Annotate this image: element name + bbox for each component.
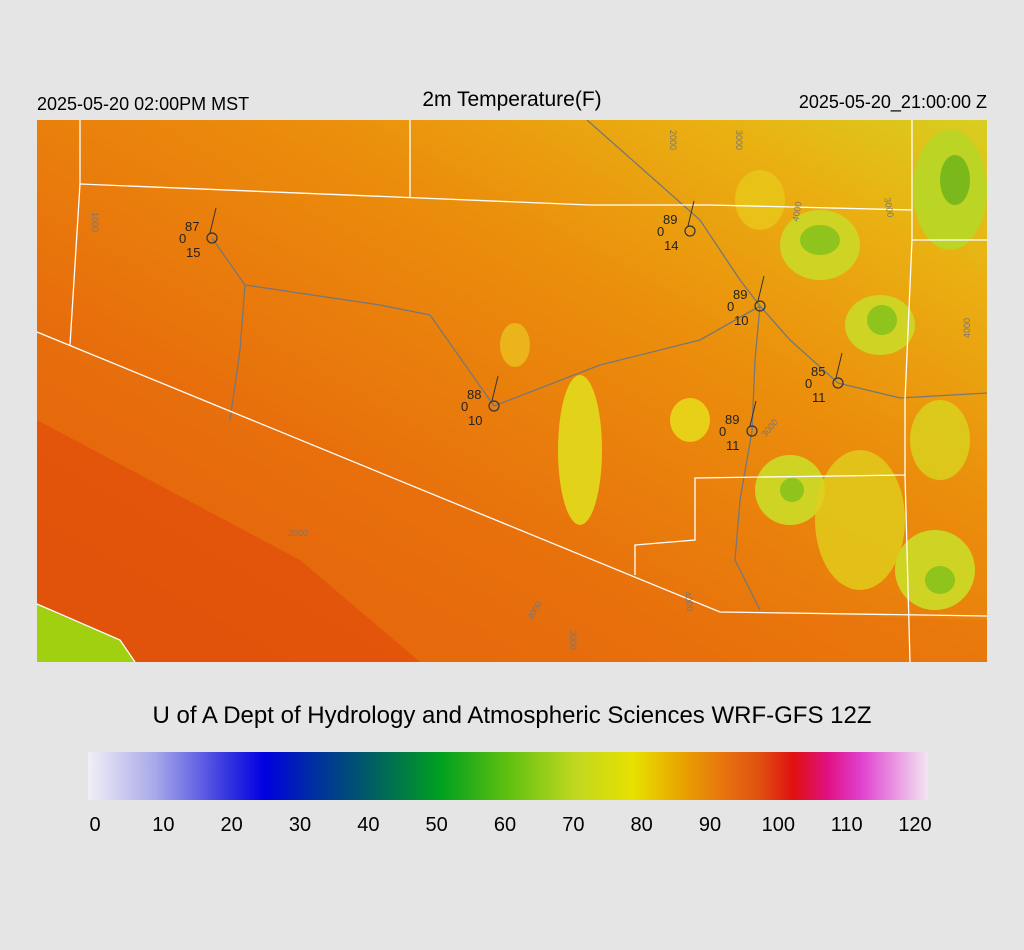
station-bottom: 10: [734, 313, 748, 328]
wind-barb: [749, 400, 757, 427]
wind-barb: [209, 207, 217, 234]
cool-corner: [37, 604, 135, 662]
contour-label: 4000: [962, 318, 972, 338]
station-circle: [684, 225, 696, 237]
contour-label: 3000: [734, 130, 744, 150]
colorbar-tick-label: 30: [289, 814, 311, 836]
station-code: 0: [657, 224, 664, 239]
station-circle: [488, 400, 500, 412]
colorbar: [88, 752, 928, 800]
colorbar-tick-label: 10: [152, 814, 174, 836]
station-bottom: 15: [186, 245, 200, 260]
station-bottom: 11: [812, 390, 826, 405]
colorbar-tick-label: 70: [562, 814, 584, 836]
colorbar-tick-label: 60: [494, 814, 516, 836]
station-code: 0: [805, 376, 812, 391]
contour-label: 4000: [790, 201, 803, 222]
map-title: 2m Temperature(F): [422, 88, 601, 111]
colorbar-tick-label: 110: [831, 814, 863, 836]
station-bottom: 10: [468, 413, 482, 428]
station-temp: 87: [185, 219, 199, 234]
station-temp: 85: [811, 364, 825, 379]
contour-label: 3000: [568, 630, 578, 650]
station-temp: 89: [663, 212, 677, 227]
colorbar-tick-label: 50: [426, 814, 448, 836]
station-temp: 88: [467, 387, 481, 402]
contour-label: 1000: [90, 212, 100, 232]
station-bottom: 11: [726, 438, 740, 453]
station-circle: [206, 232, 218, 244]
wind-barb: [835, 352, 843, 379]
station-temp: 89: [733, 287, 747, 302]
valid-utc: 2025-05-20_21:00:00 Z: [799, 92, 987, 113]
contour-label: 2000: [668, 130, 678, 150]
model-credit: U of A Dept of Hydrology and Atmospheric…: [153, 702, 872, 729]
colorbar-ticks: 0 10 20 30 40 50 60 70 80 90 100 110 120: [89, 814, 931, 836]
cool-areas: [500, 130, 987, 610]
colorbar-tick-label: 0: [89, 814, 100, 836]
map: [37, 120, 987, 662]
boundaries: [37, 120, 987, 662]
colorbar-tick-label: 40: [357, 814, 379, 836]
station-code: 0: [719, 424, 726, 439]
colorbar-tick-label: 120: [898, 814, 931, 836]
contour-label: 3000: [882, 197, 895, 218]
station-code: 0: [461, 399, 468, 414]
station-code: 0: [179, 231, 186, 246]
colorbar-tick-label: 20: [221, 814, 243, 836]
wind-barb: [757, 275, 765, 302]
wind-barb: [491, 375, 499, 402]
station-circle: [746, 425, 758, 437]
valid-local: 2025-05-20 02:00PM MST: [37, 94, 249, 114]
colorbar-tick-label: 100: [762, 814, 795, 836]
wind-barb: [687, 200, 695, 227]
station-circle: [832, 377, 844, 389]
station-temp: 89: [725, 412, 739, 427]
station-circle: [754, 300, 766, 312]
station-code: 0: [727, 299, 734, 314]
contour-label: 4000: [682, 591, 695, 612]
colorbar-tick-label: 90: [699, 814, 721, 836]
station-bottom: 14: [664, 238, 678, 253]
roads: [211, 120, 987, 611]
colorbar-tick-label: 80: [631, 814, 653, 836]
warm-field: [37, 330, 987, 662]
contour-label: 2000: [288, 528, 308, 538]
